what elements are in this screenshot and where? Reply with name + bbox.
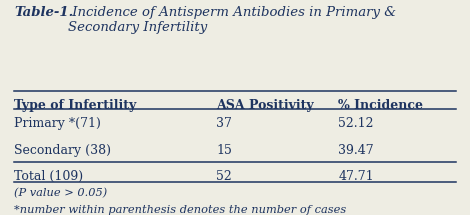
Text: Incidence of Antisperm Antibodies in Primary &
Secondary Infertility: Incidence of Antisperm Antibodies in Pri… [68,6,396,34]
Text: 52: 52 [216,170,232,183]
Text: Secondary (38): Secondary (38) [14,144,111,157]
Text: 52.12: 52.12 [338,117,374,130]
Text: 39.47: 39.47 [338,144,374,157]
Text: 47.71: 47.71 [338,170,374,183]
Text: 15: 15 [216,144,232,157]
Text: Primary *(71): Primary *(71) [14,117,101,130]
Text: ASA Positivity: ASA Positivity [216,99,314,112]
Text: *number within parenthesis denotes the number of cases: *number within parenthesis denotes the n… [14,205,346,215]
Text: 37: 37 [216,117,232,130]
Text: % Incidence: % Incidence [338,99,423,112]
Text: (P value > 0.05): (P value > 0.05) [14,188,107,198]
Text: Type of Infertility: Type of Infertility [14,99,136,112]
Text: Total (109): Total (109) [14,170,83,183]
Text: Table-1.: Table-1. [14,6,73,19]
